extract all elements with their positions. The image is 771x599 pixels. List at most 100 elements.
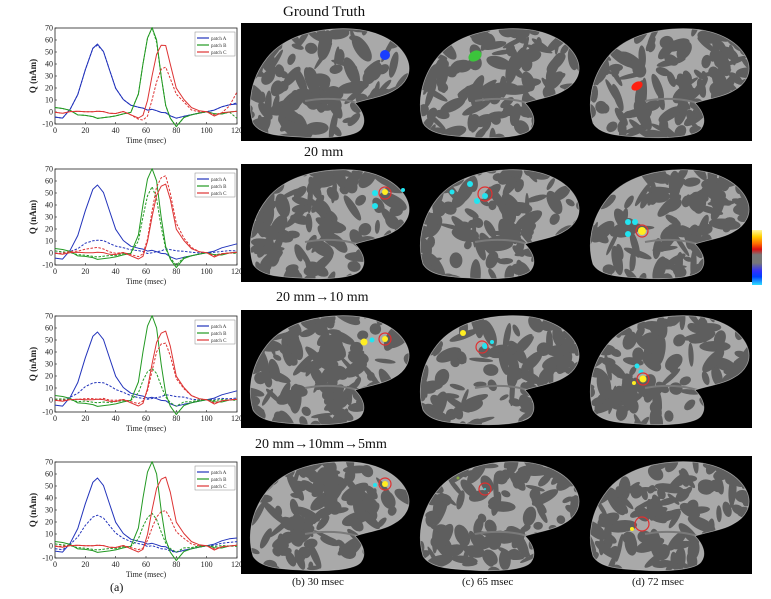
brain-panel-20-10mm [241,310,752,428]
source-patch-marker [631,81,643,91]
y-tick-label: 30 [45,213,53,222]
y-tick-label: 70 [45,312,53,321]
source-patch-marker [380,50,390,60]
y-tick-label: 60 [45,470,53,479]
legend-entry: patch C [211,51,227,56]
source-patch-marker [638,227,646,235]
brain-65msec [415,310,585,428]
brain-surface [590,461,750,572]
timecourse-plot-20-10mm: 0 20 40 60 80 100 120 -10 0 10 20 30 40 50 60 70 Time (m… [0,293,242,434]
y-tick-label: 30 [45,72,53,81]
y-axis-label: Q (nAm) [28,493,38,527]
source-patch-marker [625,231,631,237]
timecourse-plot-20mm: 0 20 40 60 80 100 120 -10 0 10 20 30 40 50 60 70 Time (m… [0,146,242,287]
series-line [54,44,238,119]
source-patch-marker [634,363,640,369]
y-tick-label: 70 [45,24,53,33]
row-title-20mm: 20 mm [304,145,344,160]
x-tick-label: 80 [172,414,180,423]
brain-surface [250,169,410,280]
y-tick-label: 20 [45,84,53,93]
source-patch-marker [460,330,466,336]
y-tick-label: 20 [45,225,53,234]
series-line [54,461,238,562]
row-title-ground-truth: Ground Truth [283,4,366,20]
source-patch-marker [484,488,486,490]
x-tick-label: 100 [201,560,213,569]
source-patch-marker [372,203,378,209]
series-line [54,239,238,254]
estimate-circle-marker [478,482,492,496]
y-tick-label: 40 [45,201,53,210]
legend-entry: patch B [211,185,227,190]
x-tick-label: 120 [231,267,242,276]
source-patch-marker [360,338,368,346]
x-tick-label: 100 [201,414,213,423]
source-patch-marker [468,50,482,62]
brain-72msec [585,164,755,282]
legend-entry: patch B [211,478,227,483]
source-patch-marker [632,381,636,385]
x-axis-label: Time (msec) [126,570,167,579]
x-tick-label: 60 [142,414,150,423]
legend-entry: patch B [211,332,227,337]
y-tick-label: 50 [45,48,53,57]
source-patch-marker [467,181,473,187]
brain-surface [590,28,750,139]
y-tick-label: 60 [45,36,53,45]
source-patch-marker [382,189,388,195]
x-tick-label: 120 [231,126,242,135]
series-line [54,66,238,121]
x-axis-label: Time (msec) [126,136,167,145]
estimate-circle-marker [636,372,650,386]
legend-entry: patch C [211,339,227,344]
x-tick-label: 80 [172,267,180,276]
estimate-circle-marker [635,224,649,238]
y-tick-label: 40 [45,348,53,357]
x-tick-label: 20 [81,414,89,423]
source-patch-marker [482,343,488,349]
y-axis-label: Q (nAm) [28,347,38,381]
y-tick-label: 70 [45,165,53,174]
brain-panel-20mm [241,164,752,282]
y-tick-label: 50 [45,189,53,198]
y-tick-label: 60 [45,324,53,333]
legend-entry: patch A [211,325,227,330]
y-axis-label: Q (nAm) [28,200,38,234]
source-patch-marker [474,198,480,204]
y-tick-label: 60 [45,177,53,186]
brain-72msec [585,23,755,141]
estimate-circle-marker [378,186,392,200]
source-patch-marker [449,189,455,195]
caption-a: (a) [110,580,124,594]
estimate-circle-marker [378,332,392,346]
y-tick-label: 0 [49,249,53,258]
brain-surface [420,315,580,426]
source-patch-marker [632,219,638,225]
x-tick-label: 0 [53,560,57,569]
y-tick-label: 50 [45,482,53,491]
source-patch-marker [382,336,388,342]
legend: patch A patch B patch C [194,319,236,345]
legend-entry: patch C [211,192,227,197]
y-tick-label: 30 [45,360,53,369]
y-tick-label: 40 [45,494,53,503]
source-patch-marker [639,375,647,383]
x-tick-label: 60 [142,126,150,135]
x-tick-label: 80 [172,560,180,569]
series-line [54,315,238,416]
y-tick-label: 10 [45,96,53,105]
y-tick-label: -10 [42,554,53,563]
caption-d: (d) 72 msec [632,576,684,588]
brain-surface [250,315,410,426]
x-tick-label: 40 [112,560,120,569]
series-line [54,44,238,119]
y-tick-label: 0 [49,396,53,405]
x-tick-label: 60 [142,560,150,569]
source-patch-marker [630,527,634,531]
y-tick-label: 40 [45,60,53,69]
y-tick-label: 0 [49,108,53,117]
source-patch-marker [373,483,377,487]
timecourse-plot-ground-truth: 0 20 40 60 80 100 120 -10 0 10 20 30 40 50 60 70 Time (m… [0,5,242,146]
